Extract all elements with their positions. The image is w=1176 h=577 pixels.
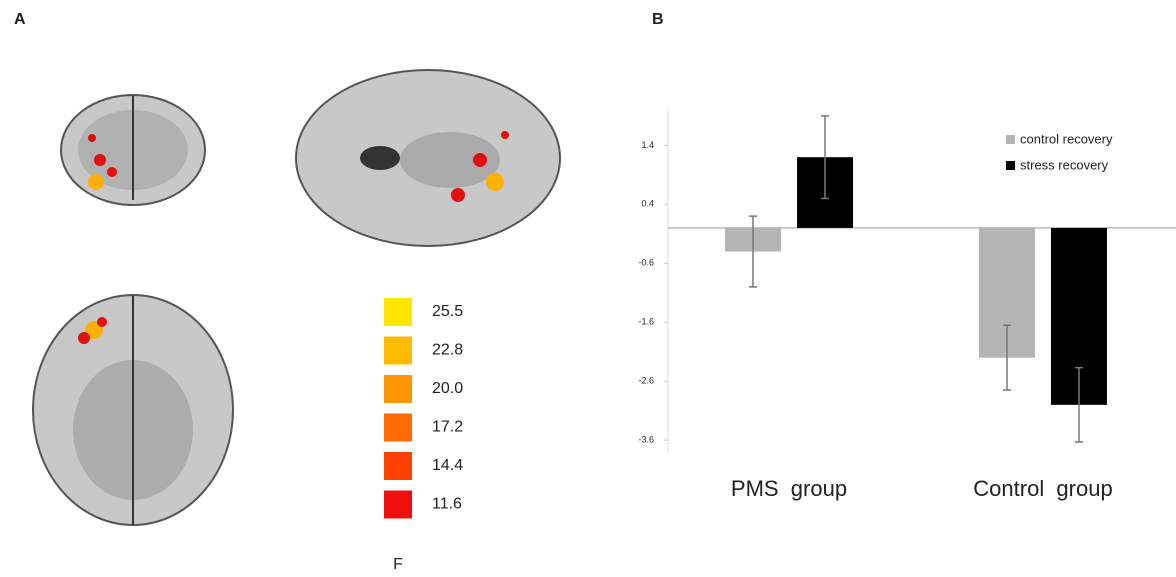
y-tick-label: -2.6	[638, 376, 654, 386]
colorbar-label: F	[393, 556, 403, 573]
legend-swatch	[1006, 161, 1015, 170]
color-swatch	[384, 375, 412, 403]
x-tick-label: Control group	[973, 476, 1112, 501]
legend-label: control recovery	[1020, 131, 1113, 146]
color-label: 20.0	[432, 380, 463, 397]
color-label: 22.8	[432, 342, 463, 359]
x-tick-label: PMS group	[731, 476, 847, 501]
color-swatch	[384, 490, 412, 519]
color-label: 17.2	[432, 419, 463, 436]
y-tick-label: 0.4	[641, 199, 654, 209]
brain-images	[32, 69, 561, 526]
color-swatch	[384, 298, 412, 326]
color-swatch	[384, 452, 412, 480]
color-label: 11.6	[432, 496, 462, 513]
y-tick-label: -0.6	[638, 258, 654, 268]
color-swatch	[384, 336, 412, 365]
y-tick-label: -3.6	[638, 435, 654, 445]
color-label: 25.5	[432, 303, 463, 320]
legend-swatch	[1006, 135, 1015, 144]
y-tick-label: -1.6	[638, 317, 654, 327]
legend-label: stress recovery	[1020, 157, 1109, 172]
panel-label: B	[652, 11, 664, 28]
y-tick-label: 1.4	[641, 140, 654, 150]
color-label: 14.4	[432, 457, 463, 474]
color-swatch	[384, 413, 412, 442]
panel-label: A	[14, 11, 26, 28]
